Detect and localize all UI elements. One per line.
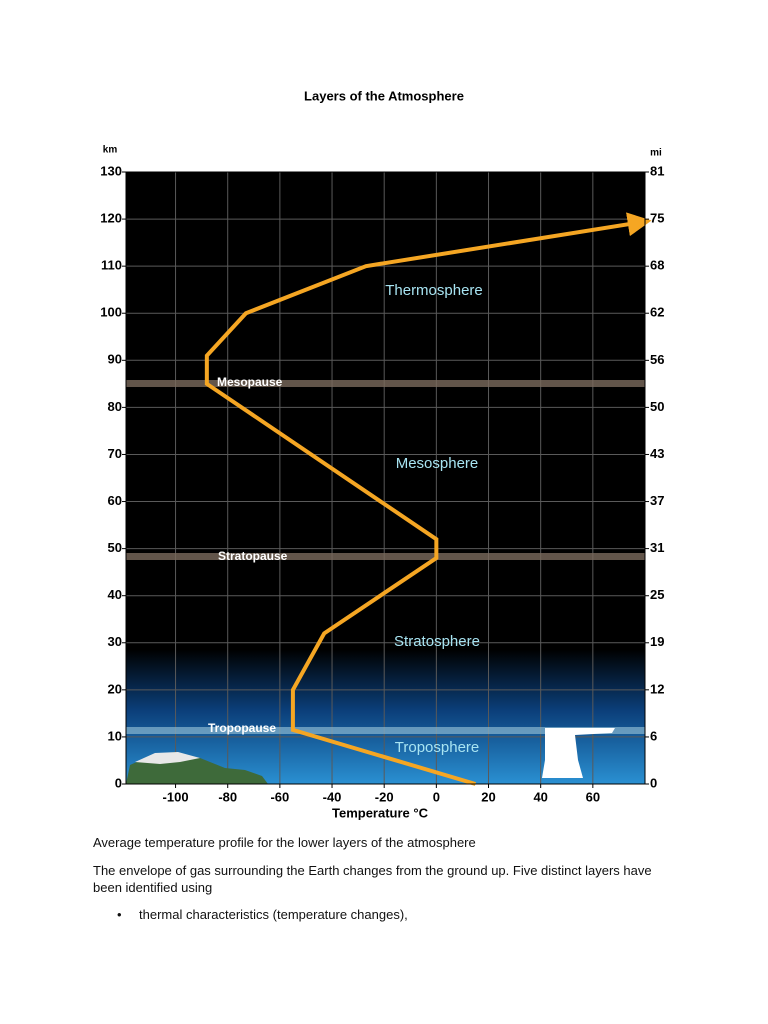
y2-axis-label: mi xyxy=(650,148,662,159)
layer-label: Stratosphere xyxy=(394,633,480,650)
y-tick-label: 60 xyxy=(108,493,122,508)
y-tick-label: 130 xyxy=(100,163,122,178)
plot-frame xyxy=(125,171,646,785)
y2-tick-label: 81 xyxy=(650,163,664,178)
y2-tick-label: 12 xyxy=(650,681,664,696)
y2-tick-label: 25 xyxy=(650,587,664,602)
y2-tick-label: 31 xyxy=(650,540,664,555)
layer-label: Troposphere xyxy=(395,739,480,756)
x-tick-label: -100 xyxy=(163,789,189,804)
y-tick-label: 50 xyxy=(108,540,122,555)
y2-tick-label: 50 xyxy=(650,399,664,414)
y2-tick-label: 62 xyxy=(650,305,664,320)
y2-tick-label: 0 xyxy=(650,775,657,790)
title: Layers of the Atmosphere xyxy=(304,88,464,103)
y-tick-label: 70 xyxy=(108,446,122,461)
x-tick-label: -80 xyxy=(218,789,237,804)
x-tick-label: 20 xyxy=(481,789,495,804)
mesopause-band xyxy=(126,380,645,387)
y2-tick-label: 6 xyxy=(650,728,657,743)
y-tick-label: 100 xyxy=(100,305,122,320)
y-tick-label: 10 xyxy=(108,728,122,743)
y-tick-label: 40 xyxy=(108,587,122,602)
y2-tick-label: 37 xyxy=(650,493,664,508)
boundary-label: Mesopause xyxy=(217,375,283,389)
x-tick-label: 60 xyxy=(586,789,600,804)
y-tick-label: 20 xyxy=(108,681,122,696)
storm-cloud xyxy=(542,728,615,778)
y-axis-label: km xyxy=(103,145,118,156)
y-tick-label: 30 xyxy=(108,634,122,649)
paragraph: The envelope of gas surrounding the Eart… xyxy=(93,863,652,895)
boundary-label: Stratopause xyxy=(218,549,288,563)
y-tick-label: 80 xyxy=(108,399,122,414)
y-tick-label: 0 xyxy=(115,775,122,790)
x-tick-label: 0 xyxy=(433,789,440,804)
caption: Average temperature profile for the lowe… xyxy=(93,835,476,850)
layer-label: Thermosphere xyxy=(385,282,483,299)
plot-background xyxy=(126,172,645,784)
boundary-label: Tropopause xyxy=(208,721,276,735)
y2-tick-label: 75 xyxy=(650,211,664,226)
y-tick-label: 90 xyxy=(108,352,122,367)
y-tick-label: 110 xyxy=(101,258,122,273)
y2-tick-label: 43 xyxy=(650,446,664,461)
x-axis-label: Temperature °C xyxy=(332,805,429,820)
layer-label: Mesosphere xyxy=(396,455,479,472)
tropopause-band xyxy=(126,727,645,734)
y2-tick-label: 68 xyxy=(650,258,664,273)
y2-tick-label: 19 xyxy=(650,634,664,649)
stratopause-band xyxy=(126,553,645,560)
x-tick-label: -60 xyxy=(270,789,289,804)
temperature-line xyxy=(204,212,652,786)
x-tick-label: 40 xyxy=(533,789,547,804)
bullet: thermal characteristics (temperature cha… xyxy=(139,907,408,922)
y-tick-label: 120 xyxy=(100,211,122,226)
x-tick-label: -20 xyxy=(375,789,394,804)
y2-tick-label: 56 xyxy=(650,352,664,367)
bullet-marker: • xyxy=(117,907,122,922)
x-tick-label: -40 xyxy=(323,789,342,804)
snow xyxy=(135,752,200,764)
